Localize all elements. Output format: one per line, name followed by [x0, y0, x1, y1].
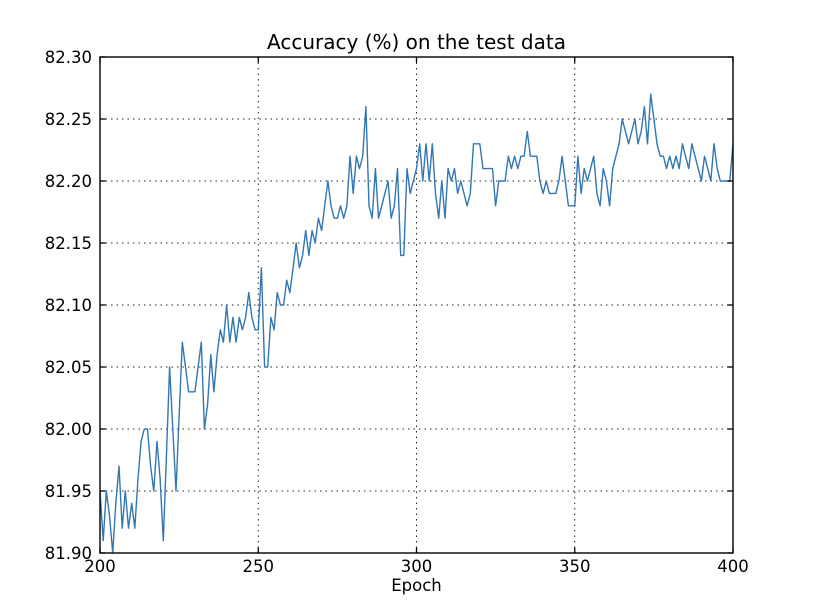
x-tick-label-250: 250	[243, 557, 275, 576]
x-tick-label-400: 400	[717, 557, 749, 576]
y-tick-label-82.15: 82.15	[45, 234, 92, 253]
chart-title: Accuracy (%) on the test data	[267, 30, 566, 54]
x-axis-label: Epoch	[391, 576, 442, 595]
y-tick-label-81.95: 81.95	[45, 482, 92, 501]
y-tick-label-82.20: 82.20	[45, 172, 92, 191]
x-tick-label-200: 200	[84, 557, 116, 576]
y-tick-label-82.05: 82.05	[45, 358, 92, 377]
y-tick-label-81.90: 81.90	[45, 544, 92, 563]
x-tick-label-350: 350	[559, 557, 591, 576]
y-tick-label-82.30: 82.30	[45, 48, 92, 67]
y-tick-label-82.10: 82.10	[45, 296, 92, 315]
y-tick-label-82.00: 82.00	[45, 420, 92, 439]
accuracy-series-line	[99, 93, 734, 554]
y-tick-label-82.25: 82.25	[45, 110, 92, 129]
x-tick-label-300: 300	[401, 557, 433, 576]
